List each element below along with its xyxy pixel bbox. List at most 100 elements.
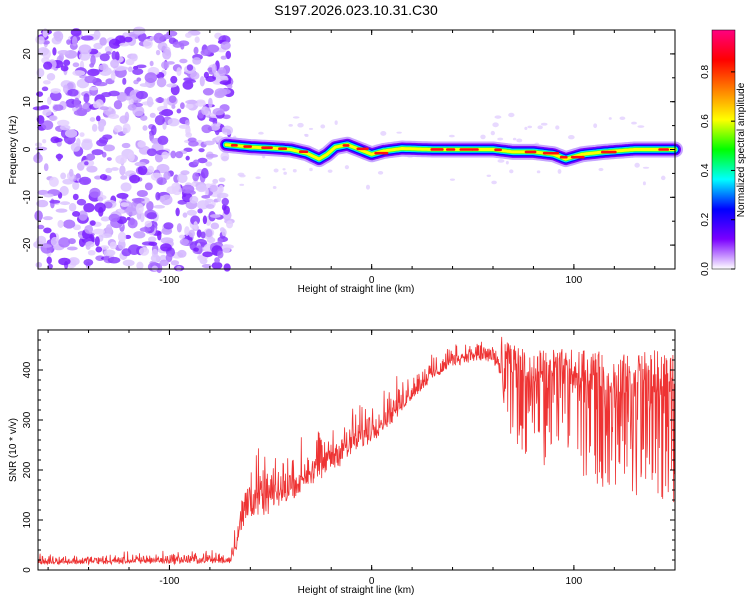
noise-blob <box>185 155 190 161</box>
noise-blob <box>226 84 233 89</box>
noise-blob <box>136 261 144 270</box>
noise-blob <box>125 58 135 66</box>
noise-blob <box>84 75 97 84</box>
noise-blob <box>219 80 232 85</box>
figure-title: S197.2026.023.10.31.C30 <box>274 2 438 18</box>
noise-blob <box>200 49 211 57</box>
noise-blob <box>491 180 497 185</box>
noise-blob <box>155 49 161 56</box>
noise-blob <box>193 46 199 55</box>
noise-blob <box>113 100 123 110</box>
noise-blob <box>608 117 612 120</box>
noise-blob <box>218 88 231 95</box>
noise-blob <box>60 172 67 180</box>
noise-blob <box>127 66 133 73</box>
noise-blob <box>116 66 129 71</box>
noise-blob <box>67 257 80 266</box>
noise-blob <box>195 100 207 107</box>
noise-blob <box>92 101 101 109</box>
noise-blob <box>304 133 308 137</box>
noise-blob <box>146 96 154 108</box>
noise-blob <box>124 234 132 239</box>
noise-blob <box>188 140 199 147</box>
noise-blob <box>78 176 92 186</box>
colorbar: 0.0 0.2 0.4 0.6 0.8 Normalized spectral ampl… <box>700 29 747 276</box>
noise-blob <box>97 123 105 132</box>
noise-blob <box>631 121 637 125</box>
noise-blob <box>43 227 52 234</box>
noise-blob <box>59 201 71 206</box>
noise-blob <box>155 191 161 201</box>
noise-blob <box>46 73 56 81</box>
noise-blob <box>148 241 158 246</box>
noise-blob <box>156 263 163 274</box>
noise-blob <box>49 91 62 102</box>
noise-blob <box>90 54 96 66</box>
noise-blob <box>34 210 43 222</box>
x-tick-label: -100 <box>159 576 179 587</box>
noise-blob <box>87 249 96 256</box>
noise-blob <box>155 97 165 103</box>
noise-blob <box>48 115 58 121</box>
noise-blob <box>158 111 169 116</box>
noise-blob <box>150 254 161 262</box>
noise-blob <box>486 174 492 177</box>
noise-blob <box>221 125 234 136</box>
noise-blob <box>140 115 148 121</box>
noise-blob <box>93 29 101 40</box>
noise-blob <box>220 41 231 50</box>
noise-blob <box>99 37 107 46</box>
noise-blob <box>196 229 202 238</box>
noise-blob <box>108 113 120 120</box>
noise-blob <box>200 231 206 239</box>
noise-blob <box>42 28 48 38</box>
noise-blob <box>64 129 78 138</box>
noise-blob <box>239 183 245 186</box>
noise-blob <box>89 187 101 198</box>
noise-blob <box>226 220 234 229</box>
colorbar-tick-label: 0.6 <box>700 114 711 128</box>
noise-blob <box>63 59 71 66</box>
noise-blob <box>52 104 64 111</box>
noise-blob <box>396 131 402 134</box>
noise-blob <box>184 226 190 236</box>
noise-blob <box>205 204 215 209</box>
noise-blob <box>136 77 142 82</box>
noise-blob <box>46 256 52 265</box>
noise-blob <box>35 262 43 268</box>
noise-blob <box>206 237 216 244</box>
noise-blob <box>201 124 212 134</box>
noise-blob <box>512 137 517 141</box>
noise-blob <box>124 111 130 122</box>
noise-blob <box>103 249 116 257</box>
noise-blob <box>34 142 43 147</box>
noise-blob <box>165 253 173 263</box>
noise-blob <box>175 151 183 159</box>
noise-blob <box>208 97 213 108</box>
noise-blob <box>180 170 190 176</box>
y-tick-label: 0 <box>22 146 33 152</box>
noise-blob <box>175 207 180 217</box>
noise-blob <box>178 124 191 129</box>
noise-blob <box>225 50 232 60</box>
noise-blob <box>73 109 87 116</box>
noise-blob <box>148 236 157 243</box>
noise-blob <box>58 257 71 266</box>
noise-blob <box>63 219 76 229</box>
noise-blob <box>272 185 277 190</box>
y-tick-label: -10 <box>22 190 33 205</box>
noise-blob <box>377 170 384 175</box>
noise-blob <box>32 106 45 111</box>
noise-blob <box>59 185 69 196</box>
noise-blob <box>107 256 121 264</box>
noise-blob <box>365 184 370 190</box>
noise-blob <box>127 104 137 111</box>
noise-blob <box>156 177 167 186</box>
noise-blob <box>185 132 193 138</box>
noise-blob <box>160 194 173 206</box>
snr-series-line <box>37 336 676 566</box>
noise-blob <box>72 181 80 190</box>
noise-blob <box>104 201 113 209</box>
noise-blob <box>214 257 220 264</box>
noise-blob <box>129 174 141 184</box>
